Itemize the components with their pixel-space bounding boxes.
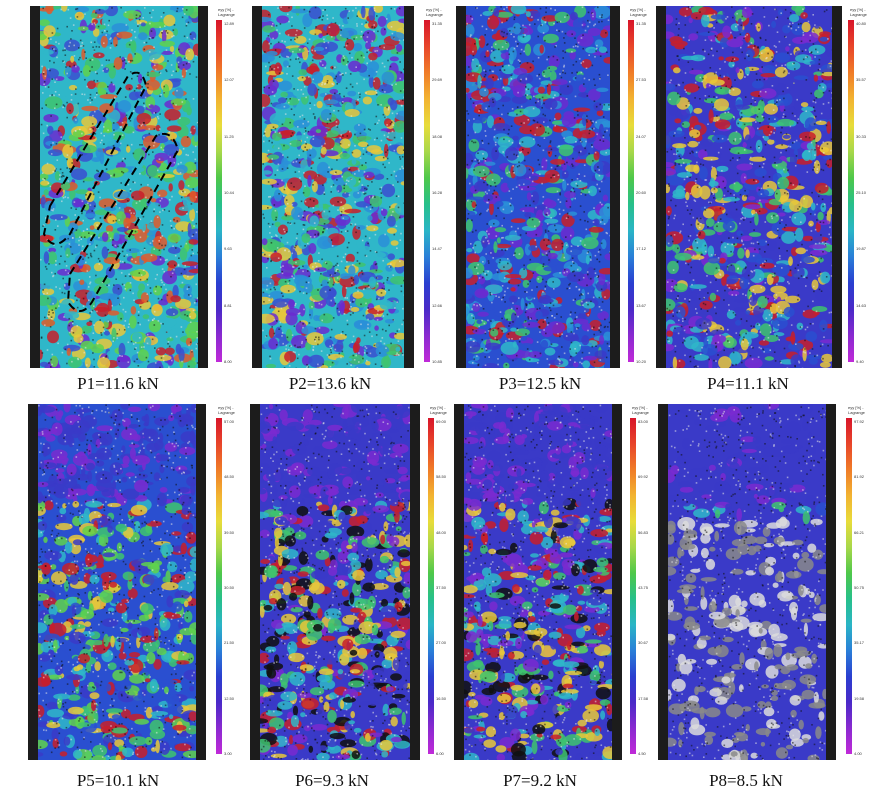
colorbar-tick-label: 9.40 <box>856 359 864 364</box>
colorbar-tick-label: 21.50 <box>224 640 235 646</box>
panel-caption: P2=13.6 kN <box>288 374 372 393</box>
colorbar-tick-label: 17.58 <box>638 695 649 701</box>
colorbar-tick-label: 11.25 <box>224 133 234 139</box>
colorbar-title-line2: Lagrange <box>218 12 235 17</box>
strain-map-image <box>252 6 414 368</box>
colorbar <box>848 20 854 362</box>
colorbar <box>428 418 434 754</box>
colorbar-title-line2: Lagrange <box>848 410 865 415</box>
colorbar-tick-label: 66.21 <box>854 529 865 535</box>
colorbar-title: eyy [%] - <box>630 7 646 12</box>
colorbar-tick-label: 18.08 <box>432 133 443 139</box>
colorbar-tick-label: 43.75 <box>638 585 649 590</box>
colorbar-tick-label: 10.85 <box>432 359 443 364</box>
colorbar-title: eyy [%] - <box>430 405 446 410</box>
colorbar-tick-label: 50.75 <box>854 585 865 590</box>
colorbar-title-line2: Lagrange <box>630 12 647 17</box>
colorbar-tick-label: 81.92 <box>854 474 865 480</box>
strain-map-image <box>250 404 420 760</box>
colorbar-tick-label: 12.89 <box>224 21 235 26</box>
colorbar-tick-label: 9.63 <box>224 246 232 252</box>
colorbar-tick-label: 16.28 <box>432 190 443 195</box>
colorbar <box>628 20 634 362</box>
colorbar-title-line2: Lagrange <box>632 410 649 415</box>
panel-caption: P6=9.3 kN <box>295 771 369 790</box>
colorbar-title: eyy [%] - <box>218 7 234 12</box>
colorbar-title-line2: Lagrange <box>218 410 235 415</box>
panel-caption: P1=11.6 kN <box>77 374 159 393</box>
colorbar-tick-label: 30.67 <box>638 640 649 646</box>
panel-caption: P3=12.5 kN <box>498 374 582 393</box>
colorbar-tick-label: 48.00 <box>436 529 447 535</box>
strain-map-image <box>656 6 842 368</box>
colorbar-tick-label: 27.53 <box>636 77 647 83</box>
colorbar <box>424 20 430 362</box>
colorbar-tick-label: 69.00 <box>436 419 447 424</box>
colorbar-title: eyy [%] - <box>426 7 442 12</box>
colorbar-tick-label: 25.10 <box>856 190 867 195</box>
colorbar-tick-label: 35.57 <box>856 77 867 83</box>
colorbar-tick-label: 48.50 <box>224 474 235 480</box>
colorbar-tick-label: 69.92 <box>638 474 649 480</box>
colorbar-tick-label: 24.07 <box>636 133 647 139</box>
colorbar-tick-label: 10.44 <box>224 190 235 195</box>
colorbar-tick-label: 56.83 <box>638 529 649 535</box>
colorbar-tick-label: 4.00 <box>854 751 862 756</box>
colorbar-tick-label: 14.63 <box>856 302 867 308</box>
panel-caption: P4=11.1 kN <box>707 374 789 393</box>
colorbar-tick-label: 35.17 <box>854 640 865 646</box>
strain-map-image <box>456 6 620 368</box>
colorbar-tick-label: 30.50 <box>224 585 235 590</box>
colorbar-tick-label: 14.47 <box>432 246 443 252</box>
panel-caption: P8=8.5 kN <box>709 771 783 790</box>
panel-caption: P7=9.2 kN <box>503 771 577 790</box>
colorbar-title: eyy [%] - <box>632 405 648 410</box>
colorbar <box>846 418 852 754</box>
colorbar-tick-label: 19.87 <box>856 246 867 252</box>
colorbar-tick-label: 57.00 <box>224 419 235 424</box>
colorbar-tick-label: 20.60 <box>636 190 647 195</box>
colorbar-tick-label: 8.81 <box>224 302 232 308</box>
colorbar-tick-label: 83.00 <box>638 419 649 424</box>
strain-map-image <box>454 404 622 760</box>
colorbar <box>216 418 222 754</box>
colorbar-tick-label: 10.20 <box>636 359 647 364</box>
colorbar-tick-label: 6.00 <box>436 751 444 756</box>
colorbar-tick-label: 13.67 <box>636 302 647 308</box>
colorbar-tick-label: 31.35 <box>636 21 647 26</box>
colorbar-tick-label: 16.50 <box>436 695 447 701</box>
colorbar-tick-label: 12.66 <box>432 302 443 308</box>
colorbar <box>216 20 222 362</box>
colorbar-tick-label: 97.92 <box>854 419 865 424</box>
colorbar-tick-label: 58.50 <box>436 474 447 480</box>
colorbar-tick-label: 3.00 <box>224 751 232 756</box>
colorbar-tick-label: 8.00 <box>224 359 232 364</box>
colorbar-tick-label: 39.50 <box>224 529 235 535</box>
colorbar-tick-label: 30.33 <box>856 133 867 139</box>
strain-map-image <box>30 6 208 368</box>
colorbar-tick-label: 31.35 <box>432 21 443 26</box>
colorbar-title-line2: Lagrange <box>426 12 443 17</box>
colorbar-tick-label: 19.58 <box>854 695 865 701</box>
colorbar-tick-label: 37.50 <box>436 585 447 590</box>
colorbar-tick-label: 17.12 <box>636 246 647 252</box>
colorbar <box>630 418 636 754</box>
colorbar-tick-label: 4.50 <box>638 751 646 756</box>
colorbar-title: eyy [%] - <box>850 7 866 12</box>
panel-caption: P5=10.1 kN <box>76 771 160 790</box>
colorbar-tick-label: 29.69 <box>432 77 443 83</box>
colorbar-title-line2: Lagrange <box>850 12 867 17</box>
colorbar-title: eyy [%] - <box>848 405 864 410</box>
colorbar-title-line2: Lagrange <box>430 410 447 415</box>
strain-map-image <box>28 404 206 760</box>
colorbar-tick-label: 27.00 <box>436 640 447 646</box>
strain-map-image <box>658 404 836 760</box>
colorbar-tick-label: 12.50 <box>224 695 235 701</box>
colorbar-title: eyy [%] - <box>218 405 234 410</box>
colorbar-tick-label: 40.80 <box>856 21 867 26</box>
colorbar-tick-label: 12.07 <box>224 77 235 83</box>
